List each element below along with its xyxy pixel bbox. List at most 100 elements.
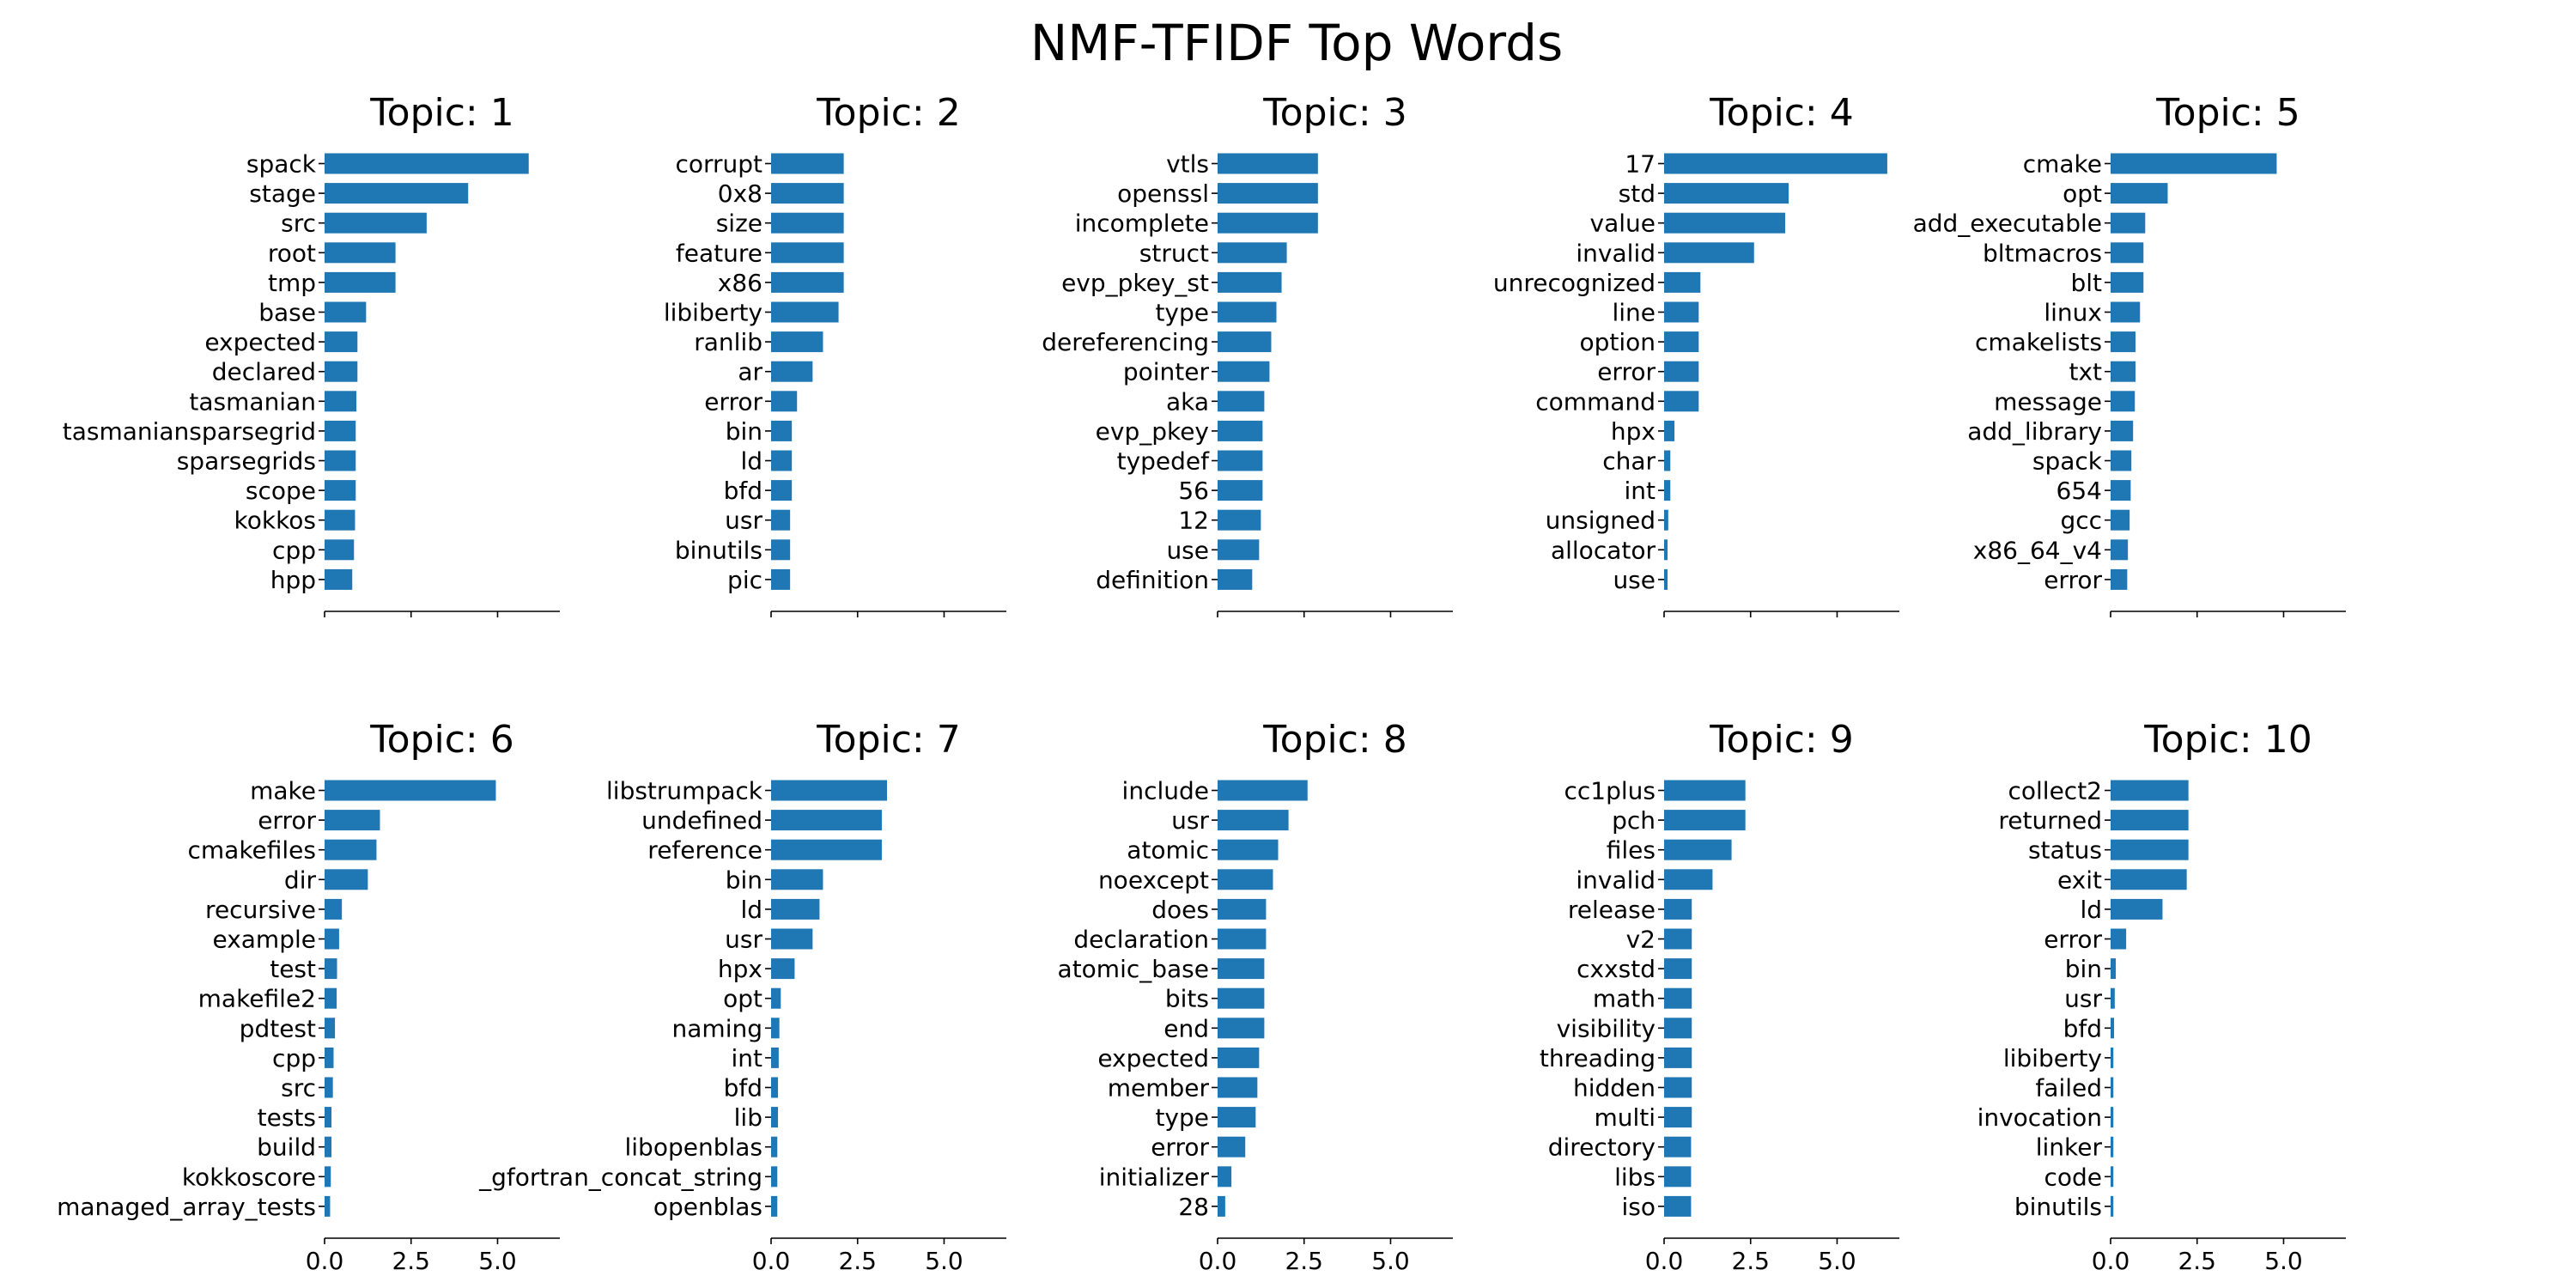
bar <box>1664 183 1789 204</box>
bar <box>1664 361 1699 382</box>
word-label: binutils <box>675 536 762 564</box>
word-label: atomic_base <box>1058 955 1209 983</box>
subplot-title: Topic: 9 <box>1709 718 1853 762</box>
word-label: struct <box>1139 239 1209 267</box>
word-label: char <box>1602 447 1656 476</box>
word-label: feature <box>676 239 762 267</box>
subplot-topic-10: Topic: 10 collect2returnedstatusexitlderr… <box>1978 718 2346 1275</box>
word-label: definition <box>1096 566 1209 594</box>
bar <box>1218 780 1308 801</box>
word-label: invalid <box>1576 239 1656 267</box>
bar <box>1218 1107 1256 1128</box>
word-label: bfd <box>724 477 762 505</box>
word-label: type <box>1155 299 1209 327</box>
word-label: aka <box>1166 387 1209 416</box>
word-label: make <box>250 777 316 805</box>
word-label: opt <box>723 985 762 1013</box>
subplot-title: Topic: 5 <box>2155 91 2300 135</box>
word-label: bin <box>726 417 762 446</box>
bar <box>1218 1077 1258 1098</box>
bar <box>325 1195 331 1217</box>
subplot-title: Topic: 3 <box>1262 91 1406 135</box>
bar <box>771 420 793 441</box>
word-label: code <box>2044 1163 2102 1191</box>
word-label: dereferencing <box>1042 328 1209 356</box>
bar <box>1218 301 1277 323</box>
bar <box>1218 1018 1265 1039</box>
bar <box>325 242 396 264</box>
bar <box>771 780 887 801</box>
bar <box>1218 183 1318 204</box>
bar <box>1218 242 1287 264</box>
bar <box>771 898 820 920</box>
bar <box>325 987 337 1009</box>
word-label: hpx <box>718 955 762 983</box>
subplot-topic-2: Topic: 2 corrupt0x8sizefeaturex86libibert… <box>664 91 1006 617</box>
bar <box>325 810 380 831</box>
bar <box>1664 509 1668 531</box>
figure-title: NMF-TFIDF Top Words <box>1030 14 1563 72</box>
bar <box>2111 212 2146 234</box>
bar <box>325 568 353 590</box>
subplot-title: Topic: 2 <box>816 91 960 135</box>
bar <box>1664 1047 1692 1068</box>
bar <box>2111 153 2277 174</box>
word-label: linker <box>2036 1133 2103 1162</box>
word-label: bfd <box>724 1074 762 1103</box>
word-label: scope <box>246 477 316 505</box>
word-label: invalid <box>1576 866 1656 894</box>
bar <box>771 869 823 890</box>
bar <box>325 361 358 382</box>
word-label: cmakefiles <box>187 836 316 865</box>
bar <box>1218 1166 1232 1188</box>
bar <box>325 928 339 950</box>
word-label: libs <box>1614 1163 1656 1191</box>
x-tick-label: 5.0 <box>2264 1247 2303 1275</box>
bar <box>771 242 844 264</box>
bar <box>1664 301 1699 323</box>
word-label: iso <box>1622 1193 1656 1221</box>
word-label: usr <box>2064 985 2102 1013</box>
subplot-topic-6: Topic: 6 makeerrorcmakefilesdirrecursivee… <box>57 718 560 1275</box>
word-label: stage <box>249 179 316 208</box>
word-label: command <box>1535 387 1656 416</box>
word-label: x86 <box>718 269 762 297</box>
bar <box>2111 509 2130 531</box>
word-label: noexcept <box>1098 866 1209 894</box>
bar <box>325 420 356 441</box>
bar <box>325 898 343 920</box>
word-label: makefile2 <box>198 985 316 1013</box>
bar <box>325 212 427 234</box>
word-label: libiberty <box>2003 1044 2102 1072</box>
bar <box>1664 1107 1692 1128</box>
word-label: 654 <box>2057 477 2102 505</box>
word-label: initializer <box>1099 1163 1210 1191</box>
word-label: unrecognized <box>1493 269 1656 297</box>
bar <box>325 183 469 204</box>
word-label: cpp <box>272 536 316 564</box>
word-label: value <box>1590 210 1656 238</box>
word-label: declared <box>212 358 316 386</box>
word-label: end <box>1163 1014 1209 1042</box>
word-label: blt <box>2070 269 2102 297</box>
word-label: src <box>281 210 316 238</box>
bar <box>2111 480 2131 501</box>
bar <box>771 1166 778 1188</box>
word-label: std <box>1619 179 1656 208</box>
x-tick-label: 0.0 <box>1645 1247 1684 1275</box>
word-label: root <box>268 239 316 267</box>
word-label: base <box>258 299 316 327</box>
bar <box>1664 271 1701 293</box>
bar <box>1664 212 1786 234</box>
bar <box>325 1166 331 1188</box>
x-tick-label: 2.5 <box>838 1247 877 1275</box>
word-label: pointer <box>1123 358 1210 386</box>
bar <box>1218 271 1282 293</box>
word-label: tmp <box>268 269 316 297</box>
bar <box>1664 1195 1692 1217</box>
word-label: error <box>2044 926 2102 954</box>
bar <box>2111 391 2136 412</box>
word-label: invocation <box>1978 1103 2102 1132</box>
word-label: ar <box>738 358 762 386</box>
subplot-title: Topic: 6 <box>369 718 513 762</box>
